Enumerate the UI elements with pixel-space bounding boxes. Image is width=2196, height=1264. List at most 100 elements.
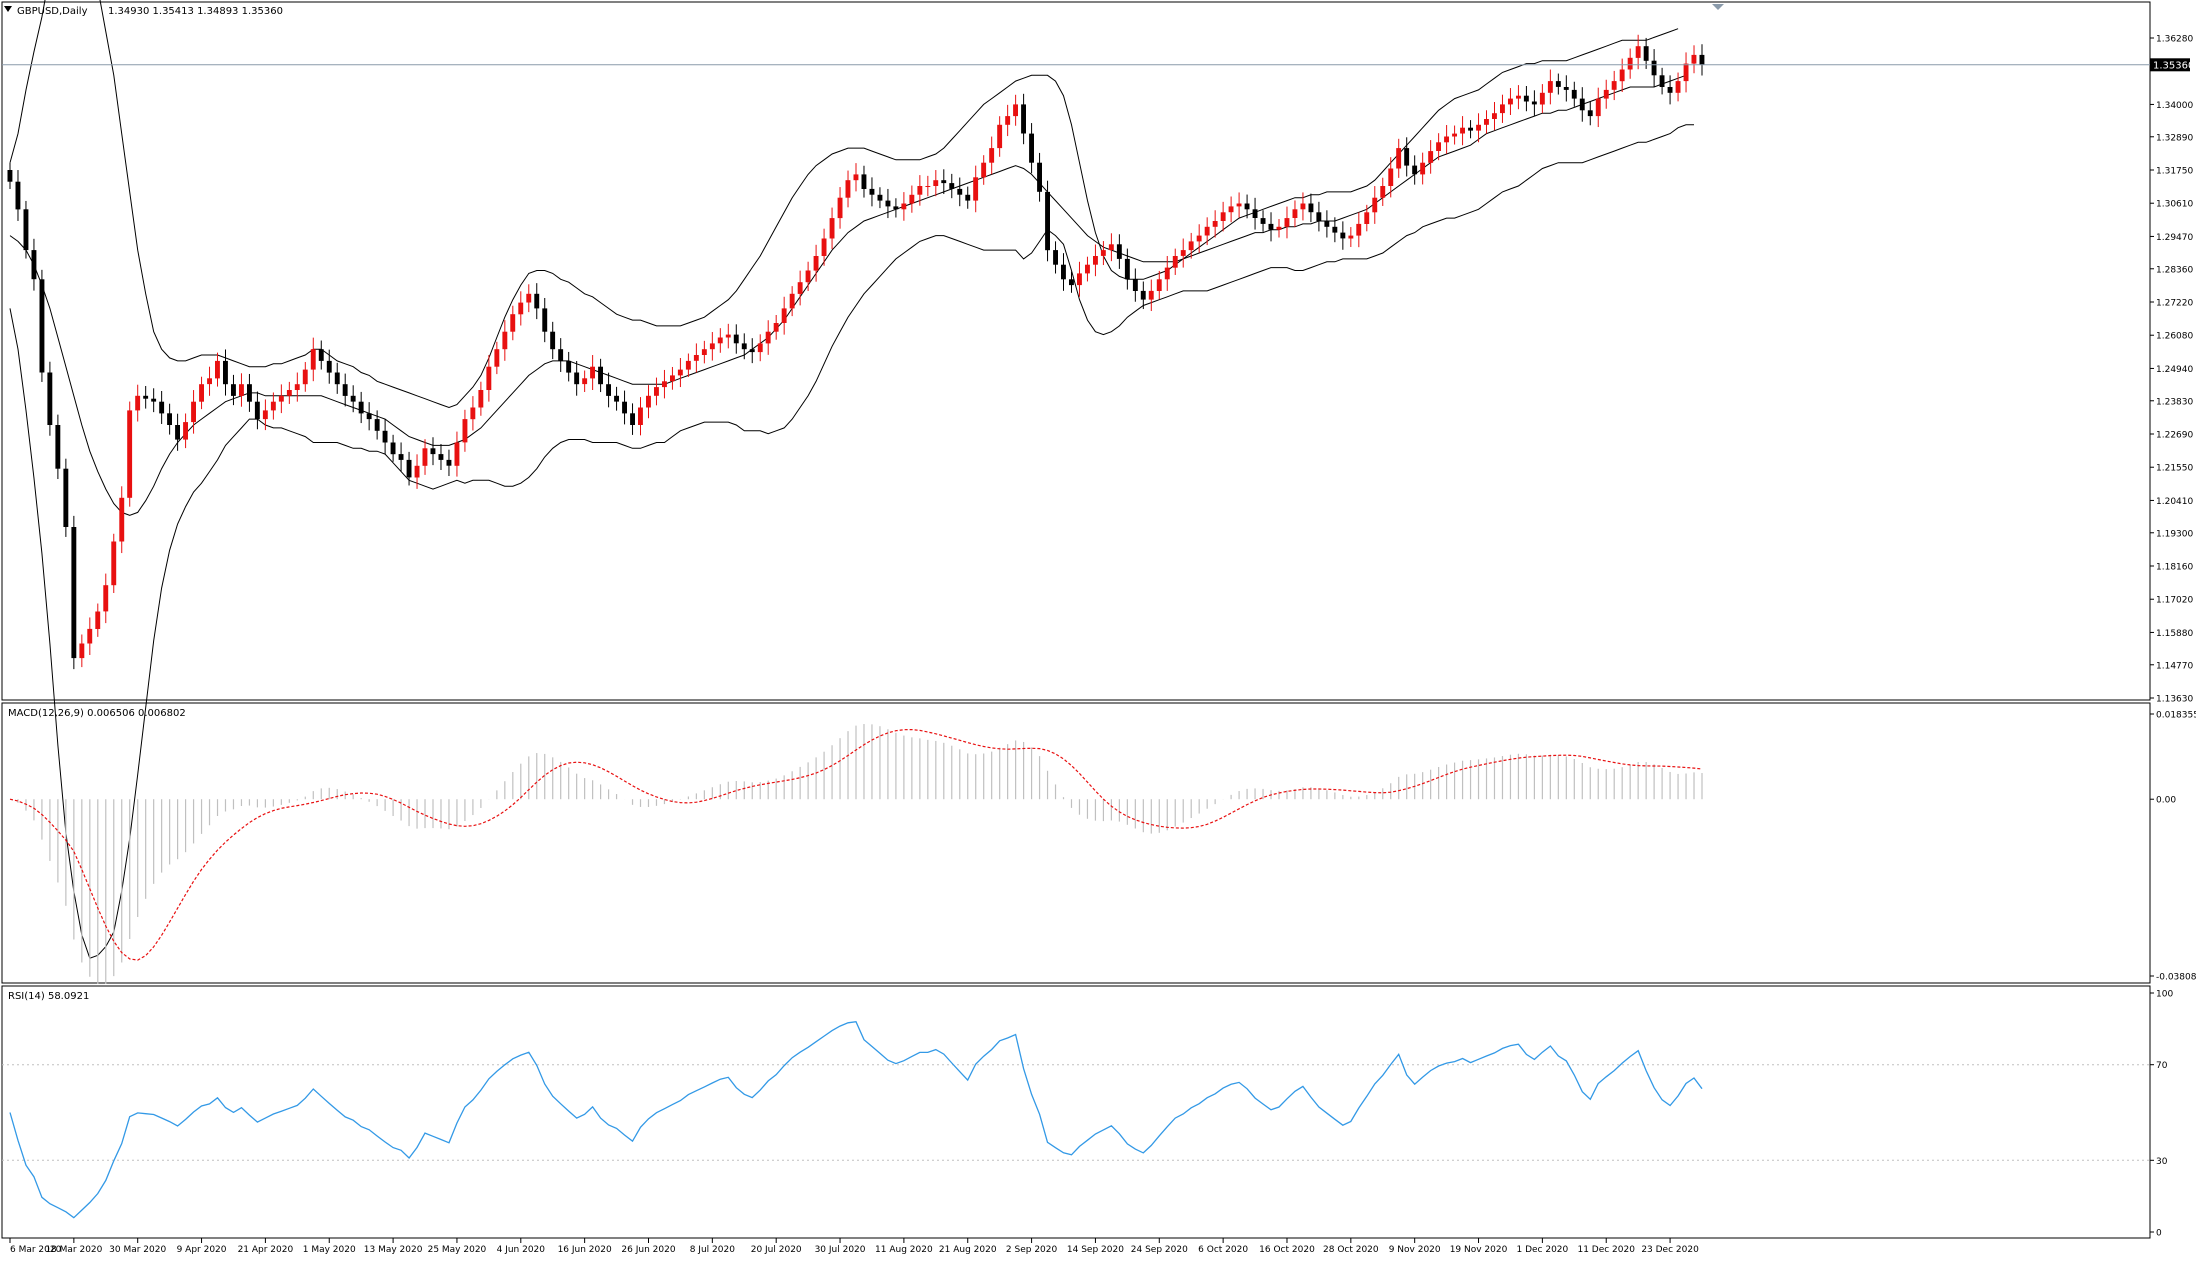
bull-candle (1212, 221, 1218, 227)
bear-candle (1260, 218, 1266, 224)
chart-shift-marker-icon[interactable] (1712, 4, 1724, 10)
bear-candle (7, 170, 13, 182)
time-axis-label: 30 Jul 2020 (815, 1245, 866, 1255)
bear-candle (223, 360, 228, 385)
bear-candle (749, 349, 755, 353)
bull-candle (1484, 119, 1489, 125)
price-axis-label: 1.34000 (2156, 101, 2193, 111)
bull-candle (1691, 54, 1697, 64)
bull-candle (526, 293, 532, 303)
bear-candle (733, 334, 739, 344)
bull-candle (1172, 256, 1178, 268)
bull-candle (1516, 95, 1521, 99)
bear-candle (1116, 244, 1122, 259)
bear-candle (1412, 165, 1418, 175)
bull-candle (302, 369, 308, 385)
rsi-label: RSI(14) 58.0921 (8, 991, 89, 1002)
price-axis-label: 1.15880 (2156, 629, 2193, 639)
bear-candle (438, 454, 444, 460)
time-axis-label: 26 Jun 2020 (621, 1245, 675, 1255)
bull-candle (1164, 267, 1170, 280)
bull-candle (662, 381, 667, 388)
bull-candle (207, 378, 212, 385)
bull-candle (1388, 168, 1394, 186)
bull-candle (654, 387, 659, 396)
bull-candle (638, 407, 643, 425)
rsi-panel-frame (1, 985, 2151, 1239)
bull-candle (199, 384, 204, 402)
bear-candle (550, 331, 556, 350)
bull-candle (502, 331, 508, 350)
bear-candle (1587, 110, 1593, 117)
price-axis-label: 1.32890 (2156, 133, 2193, 143)
time-axis-label: 1 Dec 2020 (1516, 1245, 1568, 1255)
bull-candle (103, 585, 109, 612)
time-axis-label: 21 Aug 2020 (939, 1245, 997, 1255)
price-axis-label: 1.26080 (2156, 332, 2193, 342)
time-axis-label: 4 Jun 2020 (497, 1245, 546, 1255)
time-axis-label: 6 Oct 2020 (1198, 1245, 1248, 1255)
bull-candle (725, 334, 731, 338)
price-panel-frame (1, 1, 2151, 701)
bear-candle (318, 349, 324, 361)
macd-panel[interactable]: MACD(12,26,9) 0.006506 0.006802 (1, 702, 2151, 984)
price-panel[interactable]: GBPUSD,Daily 1.34930 1.35413 1.34893 1.3… (1, 0, 2151, 959)
bear-candle (231, 384, 236, 396)
bear-candle (1124, 258, 1130, 280)
bear-candle (398, 454, 404, 460)
current-price-tag-text: 1.35360 (2153, 60, 2194, 71)
bear-candle (15, 181, 21, 210)
bear-candle (254, 401, 260, 420)
chart-menu-triangle-icon[interactable] (4, 6, 12, 12)
bull-candle (997, 124, 1003, 149)
price-axis: 1.36280 1.34000 1.32890 1.31750 1.30610 1.294… (2150, 35, 2193, 705)
time-axis-label: 25 May 2020 (428, 1245, 487, 1255)
bull-candle (773, 323, 779, 332)
bear-candle (382, 430, 388, 443)
macd-histogram (17, 724, 1703, 984)
bear-candle (630, 413, 635, 425)
bull-candle (1675, 81, 1681, 93)
bear-candle (1659, 75, 1665, 87)
bear-candle (1021, 104, 1026, 134)
time-axis-label: 9 Nov 2020 (1389, 1245, 1441, 1255)
time-axis-label: 28 Oct 2020 (1323, 1245, 1379, 1255)
bull-candle (454, 442, 460, 466)
bear-candle (869, 188, 875, 195)
rsi-line (9, 1020, 1703, 1219)
macd-label: MACD(12,26,9) 0.006506 0.006802 (8, 708, 186, 719)
bull-candle (494, 349, 500, 367)
bear-candle (23, 209, 29, 251)
bull-candle (1364, 212, 1370, 224)
bull-candle (1595, 98, 1601, 117)
price-axis-label: 1.23830 (2156, 397, 2193, 407)
time-axis-label: 16 Jun 2020 (558, 1245, 612, 1255)
macd-axis-label: 0.00 (2156, 796, 2176, 806)
macd-signal-line (9, 728, 1703, 961)
bear-candle (534, 293, 540, 309)
bear-candle (1651, 60, 1657, 76)
bear-candle (1555, 81, 1561, 87)
bull-candle (717, 337, 723, 344)
bear-candle (1037, 162, 1042, 192)
bull-candle (1180, 250, 1186, 256)
bull-candle (1539, 92, 1545, 105)
bear-candle (1468, 127, 1473, 131)
bear-candle (1699, 54, 1705, 65)
time-axis-label: 18 Mar 2020 (45, 1245, 102, 1255)
bull-candle (925, 186, 931, 187)
rsi-panel[interactable]: RSI(14) 58.0921 (1, 985, 2151, 1239)
bull-candle (901, 203, 907, 210)
bull-candle (1093, 256, 1098, 265)
macd-panel-frame (1, 702, 2151, 984)
bear-candle (1523, 95, 1529, 102)
bull-candle (933, 180, 939, 186)
bear-candle (1045, 191, 1050, 251)
bull-candle (1348, 235, 1354, 239)
bull-candle (1085, 264, 1090, 274)
rsi-axis-label: 100 (2156, 990, 2173, 1000)
bear-candle (159, 401, 165, 414)
